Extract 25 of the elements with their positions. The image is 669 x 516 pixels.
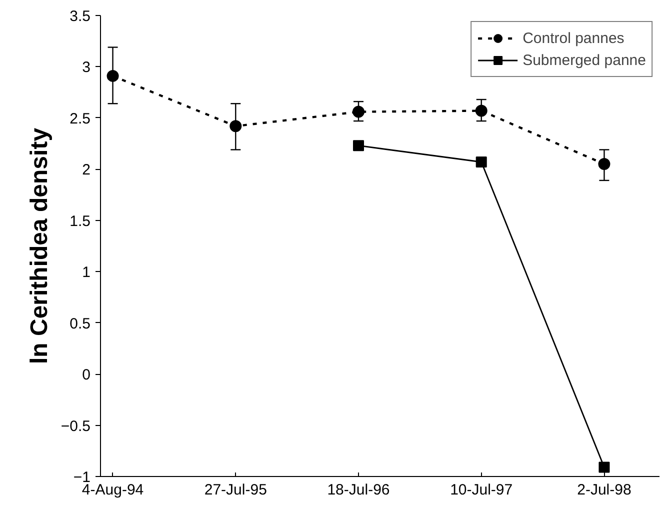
y-tick-label: 2.5 bbox=[70, 110, 91, 128]
x-tick-label: 2-Jul-98 bbox=[577, 482, 632, 498]
y-tick-label: 1.5 bbox=[70, 212, 91, 230]
y-tick-label: 0.5 bbox=[70, 315, 91, 332]
y-tick-label: 0 bbox=[82, 366, 90, 384]
x-tick-label: 10-Jul-97 bbox=[450, 482, 513, 498]
point bbox=[230, 120, 242, 132]
legend-label: Submerged panne bbox=[522, 52, 646, 68]
y-tick-label: 3 bbox=[82, 59, 90, 76]
point bbox=[352, 106, 364, 118]
x-tick-label: 18-Jul-96 bbox=[327, 482, 390, 498]
point bbox=[598, 158, 610, 170]
point bbox=[476, 156, 487, 168]
y-tick-label: 1 bbox=[82, 264, 90, 282]
y-tick-label: 2 bbox=[82, 162, 90, 179]
point bbox=[475, 104, 488, 117]
y-tick-label: −0.5 bbox=[60, 418, 91, 435]
y-tick-label: 3.5 bbox=[70, 8, 91, 25]
x-tick-label: 4-Aug-94 bbox=[82, 482, 144, 498]
y-axis-title: ln Cerithidea density bbox=[26, 127, 53, 364]
x-tick-label: 27-Jul-95 bbox=[204, 482, 267, 498]
legend-label: Control pannes bbox=[522, 30, 624, 46]
point bbox=[598, 462, 610, 473]
point bbox=[353, 140, 364, 152]
point bbox=[106, 70, 119, 82]
